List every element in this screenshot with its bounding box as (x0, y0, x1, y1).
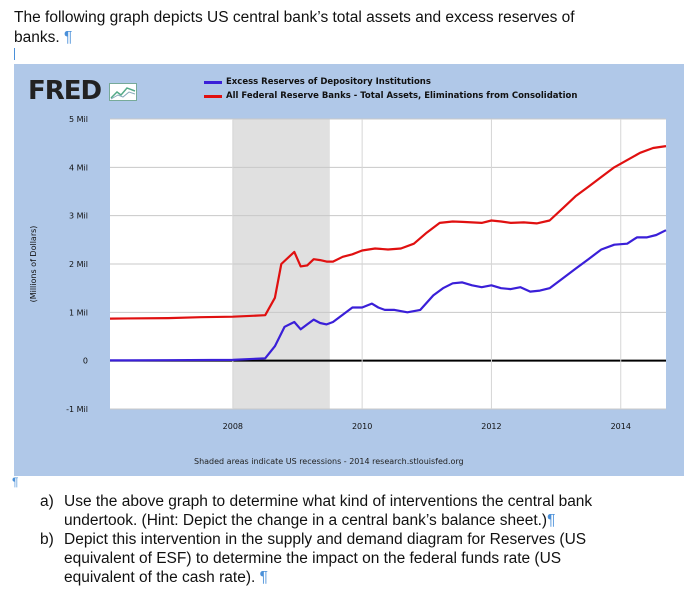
series-line-total-assets (109, 145, 667, 320)
question-b-label: b) (40, 531, 54, 548)
legend-swatch-total-assets (204, 95, 222, 98)
x-tick-label: 2012 (481, 422, 501, 431)
line-chart: 5 Mil 4 Mil 3 Mil 2 Mil 1 Mil 0 -1 Mil 2008 201… (29, 115, 667, 431)
x-tick-label: 2010 (352, 422, 372, 431)
intro-line-1: The following graph depicts US central b… (14, 9, 575, 26)
fred-logo: FRED (28, 76, 138, 106)
x-tick-label: 2014 (611, 422, 631, 431)
question-b-line-1: Depict this intervention in the supply a… (64, 531, 587, 548)
text-cursor-mark (14, 48, 25, 60)
legend-label-excess-reserves: Excess Reserves of Depository Institutio… (226, 77, 431, 87)
legend-swatch-excess-reserves (204, 81, 222, 84)
question-a-line-2: undertook. (Hint: Depict the change in a… (64, 512, 556, 529)
y-tick-label: 5 Mil (69, 115, 88, 124)
question-a-label: a) (40, 493, 54, 510)
fred-chart-icon (109, 83, 138, 101)
intro-line-2-text: banks. (14, 29, 60, 46)
y-tick-label: 2 Mil (69, 260, 88, 269)
fred-chart: FRED Excess Reserves of Depository Insti… (14, 64, 684, 476)
y-tick-label: 3 Mil (69, 212, 88, 221)
question-b-line-2: equivalent of ESF) to determine the impa… (64, 550, 562, 567)
x-tick-label: 2008 (223, 422, 243, 431)
legend-label-total-assets: All Federal Reserve Banks - Total Assets… (226, 91, 578, 101)
intro-line-2: banks. ¶ (14, 28, 72, 48)
y-tick-label: 4 Mil (69, 163, 88, 172)
question-a-line-1: Use the above graph to determine what ki… (64, 493, 593, 510)
series-line-excess-reserves (109, 229, 667, 362)
question-b-line-3: equivalent of the cash rate). ¶ (64, 569, 268, 586)
y-tick-label: 0 (83, 357, 88, 366)
chart-footnote: Shaded areas indicate US recessions - 20… (194, 457, 464, 466)
y-tick-label: -1 Mil (66, 405, 88, 414)
pilcrow-mark: ¶ (63, 29, 73, 46)
y-axis-label: (Millions of Dollars) (29, 226, 38, 303)
y-tick-label: 1 Mil (69, 308, 88, 317)
pilcrow-mark: ¶ (12, 475, 19, 489)
